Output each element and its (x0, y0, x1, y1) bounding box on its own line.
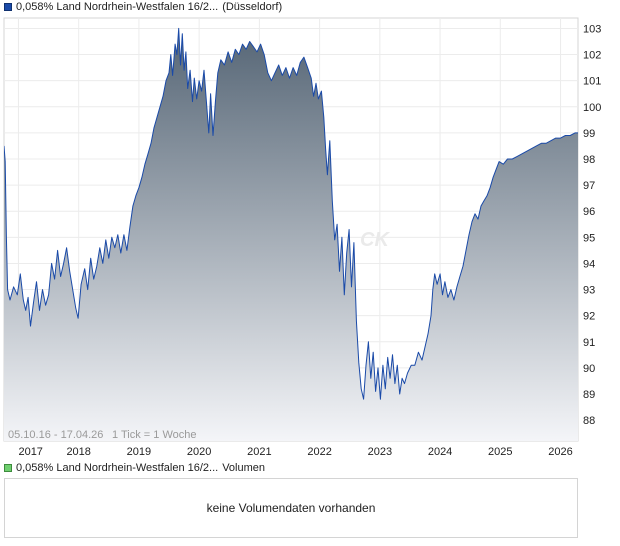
x-tick-label: 2024 (428, 446, 452, 458)
x-tick-label: 2018 (66, 446, 90, 458)
y-tick-label: 97 (583, 180, 595, 192)
y-tick-label: 95 (583, 232, 595, 244)
volume-panel: keine Volumendaten vorhanden (4, 478, 578, 538)
y-tick-label: 103 (583, 23, 601, 35)
y-tick-label: 102 (583, 50, 601, 62)
x-tick-label: 2017 (18, 446, 42, 458)
price-series-swatch (4, 3, 12, 11)
y-tick-label: 93 (583, 285, 595, 297)
x-tick-label: 2022 (307, 446, 331, 458)
y-tick-label: 98 (583, 154, 595, 166)
x-tick-label: 2021 (247, 446, 271, 458)
y-axis-ticks: 88 89 90 91 92 93 94 95 96 97 98 99 100 101 102 103 (583, 23, 601, 427)
volume-legend: 0,058% Land Nordrhein-Westfalen 16/2... … (4, 461, 265, 475)
y-tick-label: 90 (583, 363, 595, 375)
x-tick-label: 2025 (488, 446, 512, 458)
y-tick-label: 88 (583, 415, 595, 427)
price-line (4, 27, 578, 400)
y-tick-label: 92 (583, 311, 595, 323)
x-axis-ticks: 2017 2018 2019 2020 2021 2022 2023 2024 2025 2026 (18, 446, 572, 458)
no-volume-message: keine Volumendaten vorhanden (206, 501, 376, 515)
instrument-name: 0,058% Land Nordrhein-Westfalen 16/2... (16, 1, 219, 13)
y-tick-label: 94 (583, 258, 595, 270)
tick-interval: 1 Tick = 1 Woche (112, 429, 196, 441)
x-tick-label: 2023 (368, 446, 392, 458)
y-tick-label: 89 (583, 389, 595, 401)
x-tick-label: 2019 (127, 446, 151, 458)
volume-title: Volumen (222, 462, 266, 474)
price-area (4, 28, 578, 441)
price-chart: CK 888990919293949596979899100101102103 … (3, 17, 601, 458)
y-tick-label: 100 (583, 102, 601, 114)
y-tick-label: 96 (583, 206, 595, 218)
x-tick-label: 2026 (548, 446, 572, 458)
watermark: CK (360, 229, 390, 251)
date-range: 05.10.16 - 17.04.26 (8, 429, 103, 441)
y-tick-label: 101 (583, 76, 601, 88)
price-legend: 0,058% Land Nordrhein-Westfalen 16/2... … (4, 0, 282, 14)
x-tick-label: 2020 (187, 446, 211, 458)
volume-series-swatch (4, 464, 12, 472)
exchange-name: (Düsseldorf) (222, 1, 283, 13)
y-tick-label: 91 (583, 337, 595, 349)
y-tick-label: 99 (583, 128, 595, 140)
volume-instrument-name: 0,058% Land Nordrhein-Westfalen 16/2... (16, 462, 219, 474)
